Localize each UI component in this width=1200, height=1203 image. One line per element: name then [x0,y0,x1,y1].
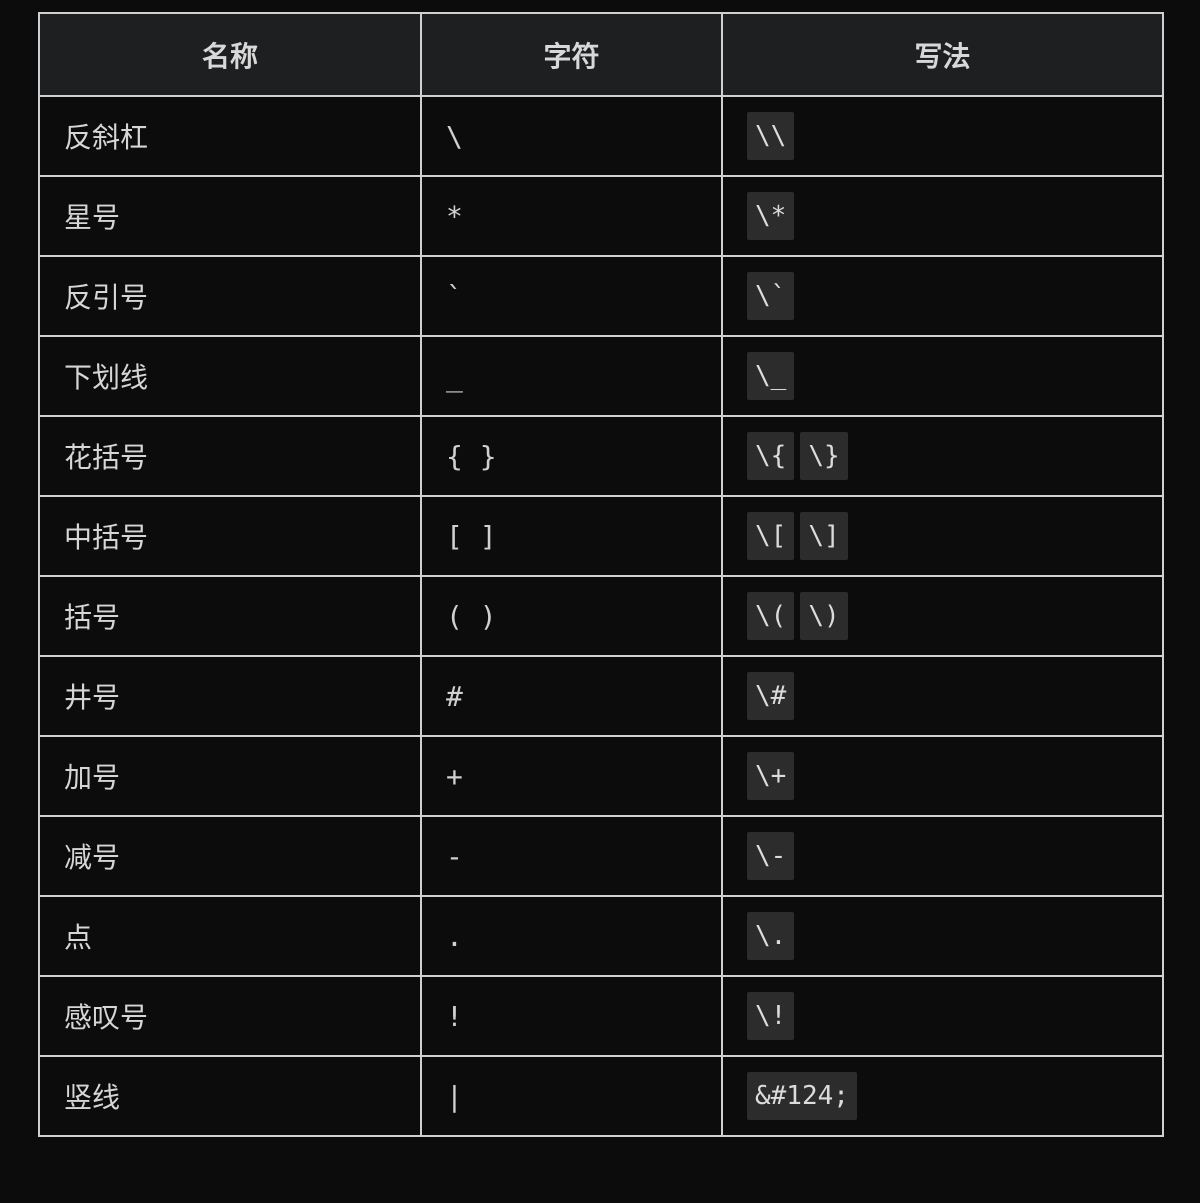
cell-code: \! [721,975,1164,1057]
cell-char: [ ] [420,495,723,577]
cell-char: . [420,895,723,977]
cell-name: 中括号 [38,495,422,577]
cell-name: 花括号 [38,415,422,497]
code-snippet: \) [800,592,848,640]
cell-name: 下划线 [38,335,422,417]
cell-char: | [420,1055,723,1137]
header-name: 名称 [38,12,422,97]
cell-code: \. [721,895,1164,977]
table-row: 下划线 _ \_ [38,335,1164,417]
code-snippet: \. [747,912,795,960]
cell-char: ` [420,255,723,337]
cell-code: \{\} [721,415,1164,497]
cell-code: \* [721,175,1164,257]
cell-code: \\ [721,95,1164,177]
code-snippet: \\ [747,112,795,160]
table-row: 竖线 | &#124; [38,1055,1164,1137]
cell-char: ( ) [420,575,723,657]
table-row: 加号 + \+ [38,735,1164,817]
table-row: 点. \. [38,895,1164,977]
cell-name: 加号 [38,735,422,817]
cell-code: \# [721,655,1164,737]
code-snippet: &#124; [747,1072,857,1120]
cell-code: \_ [721,335,1164,417]
cell-char: + [420,735,723,817]
code-snippet: \# [747,672,795,720]
cell-code: &#124; [721,1055,1164,1137]
cell-name: 感叹号 [38,975,422,1057]
cell-char: # [420,655,723,737]
cell-code: \` [721,255,1164,337]
cell-char: \ [420,95,723,177]
code-snippet: \{ [747,432,795,480]
code-snippet: \! [747,992,795,1040]
table-row: 花括号{ } \{\} [38,415,1164,497]
header-row: 名称 字符 写法 [38,12,1164,97]
code-snippet: \[ [747,512,795,560]
cell-char: ! [420,975,723,1057]
code-snippet: \_ [747,352,795,400]
code-snippet: \( [747,592,795,640]
code-snippet: \+ [747,752,795,800]
table-row: 感叹号! \! [38,975,1164,1057]
table-row: 反斜杠 \ \\ [38,95,1164,177]
cell-code: \[\] [721,495,1164,577]
cell-name: 井号 [38,655,422,737]
table-body: 反斜杠 \ \\ 星号 * \* 反引号 ` \` 下划线 _ \_ 花括号{ } \{\} 中括号[ ] \… [38,95,1164,1137]
code-snippet: \- [747,832,795,880]
escape-characters-table: 名称 字符 写法 反斜杠 \ \\ 星号 * \* 反引号 ` \` 下划线 _ \_ 花括号{ } \{… [38,12,1164,1137]
cell-name: 反引号 [38,255,422,337]
cell-name: 括号 [38,575,422,657]
table-row: 反引号 ` \` [38,255,1164,337]
header-code: 写法 [721,12,1164,97]
cell-name: 竖线 [38,1055,422,1137]
cell-name: 反斜杠 [38,95,422,177]
code-snippet: \} [800,432,848,480]
table-row: 井号 # \# [38,655,1164,737]
table-row: 括号( ) \(\) [38,575,1164,657]
table-row: 星号 * \* [38,175,1164,257]
cell-name: 点 [38,895,422,977]
cell-char: - [420,815,723,897]
cell-name: 星号 [38,175,422,257]
table-row: 减号 - \- [38,815,1164,897]
cell-char: { } [420,415,723,497]
table-header: 名称 字符 写法 [38,12,1164,97]
cell-char: _ [420,335,723,417]
table-row: 中括号[ ] \[\] [38,495,1164,577]
cell-name: 减号 [38,815,422,897]
code-snippet: \* [747,192,795,240]
cell-code: \- [721,815,1164,897]
code-snippet: \` [747,272,795,320]
cell-char: * [420,175,723,257]
cell-code: \(\) [721,575,1164,657]
cell-code: \+ [721,735,1164,817]
code-snippet: \] [800,512,848,560]
header-char: 字符 [420,12,723,97]
